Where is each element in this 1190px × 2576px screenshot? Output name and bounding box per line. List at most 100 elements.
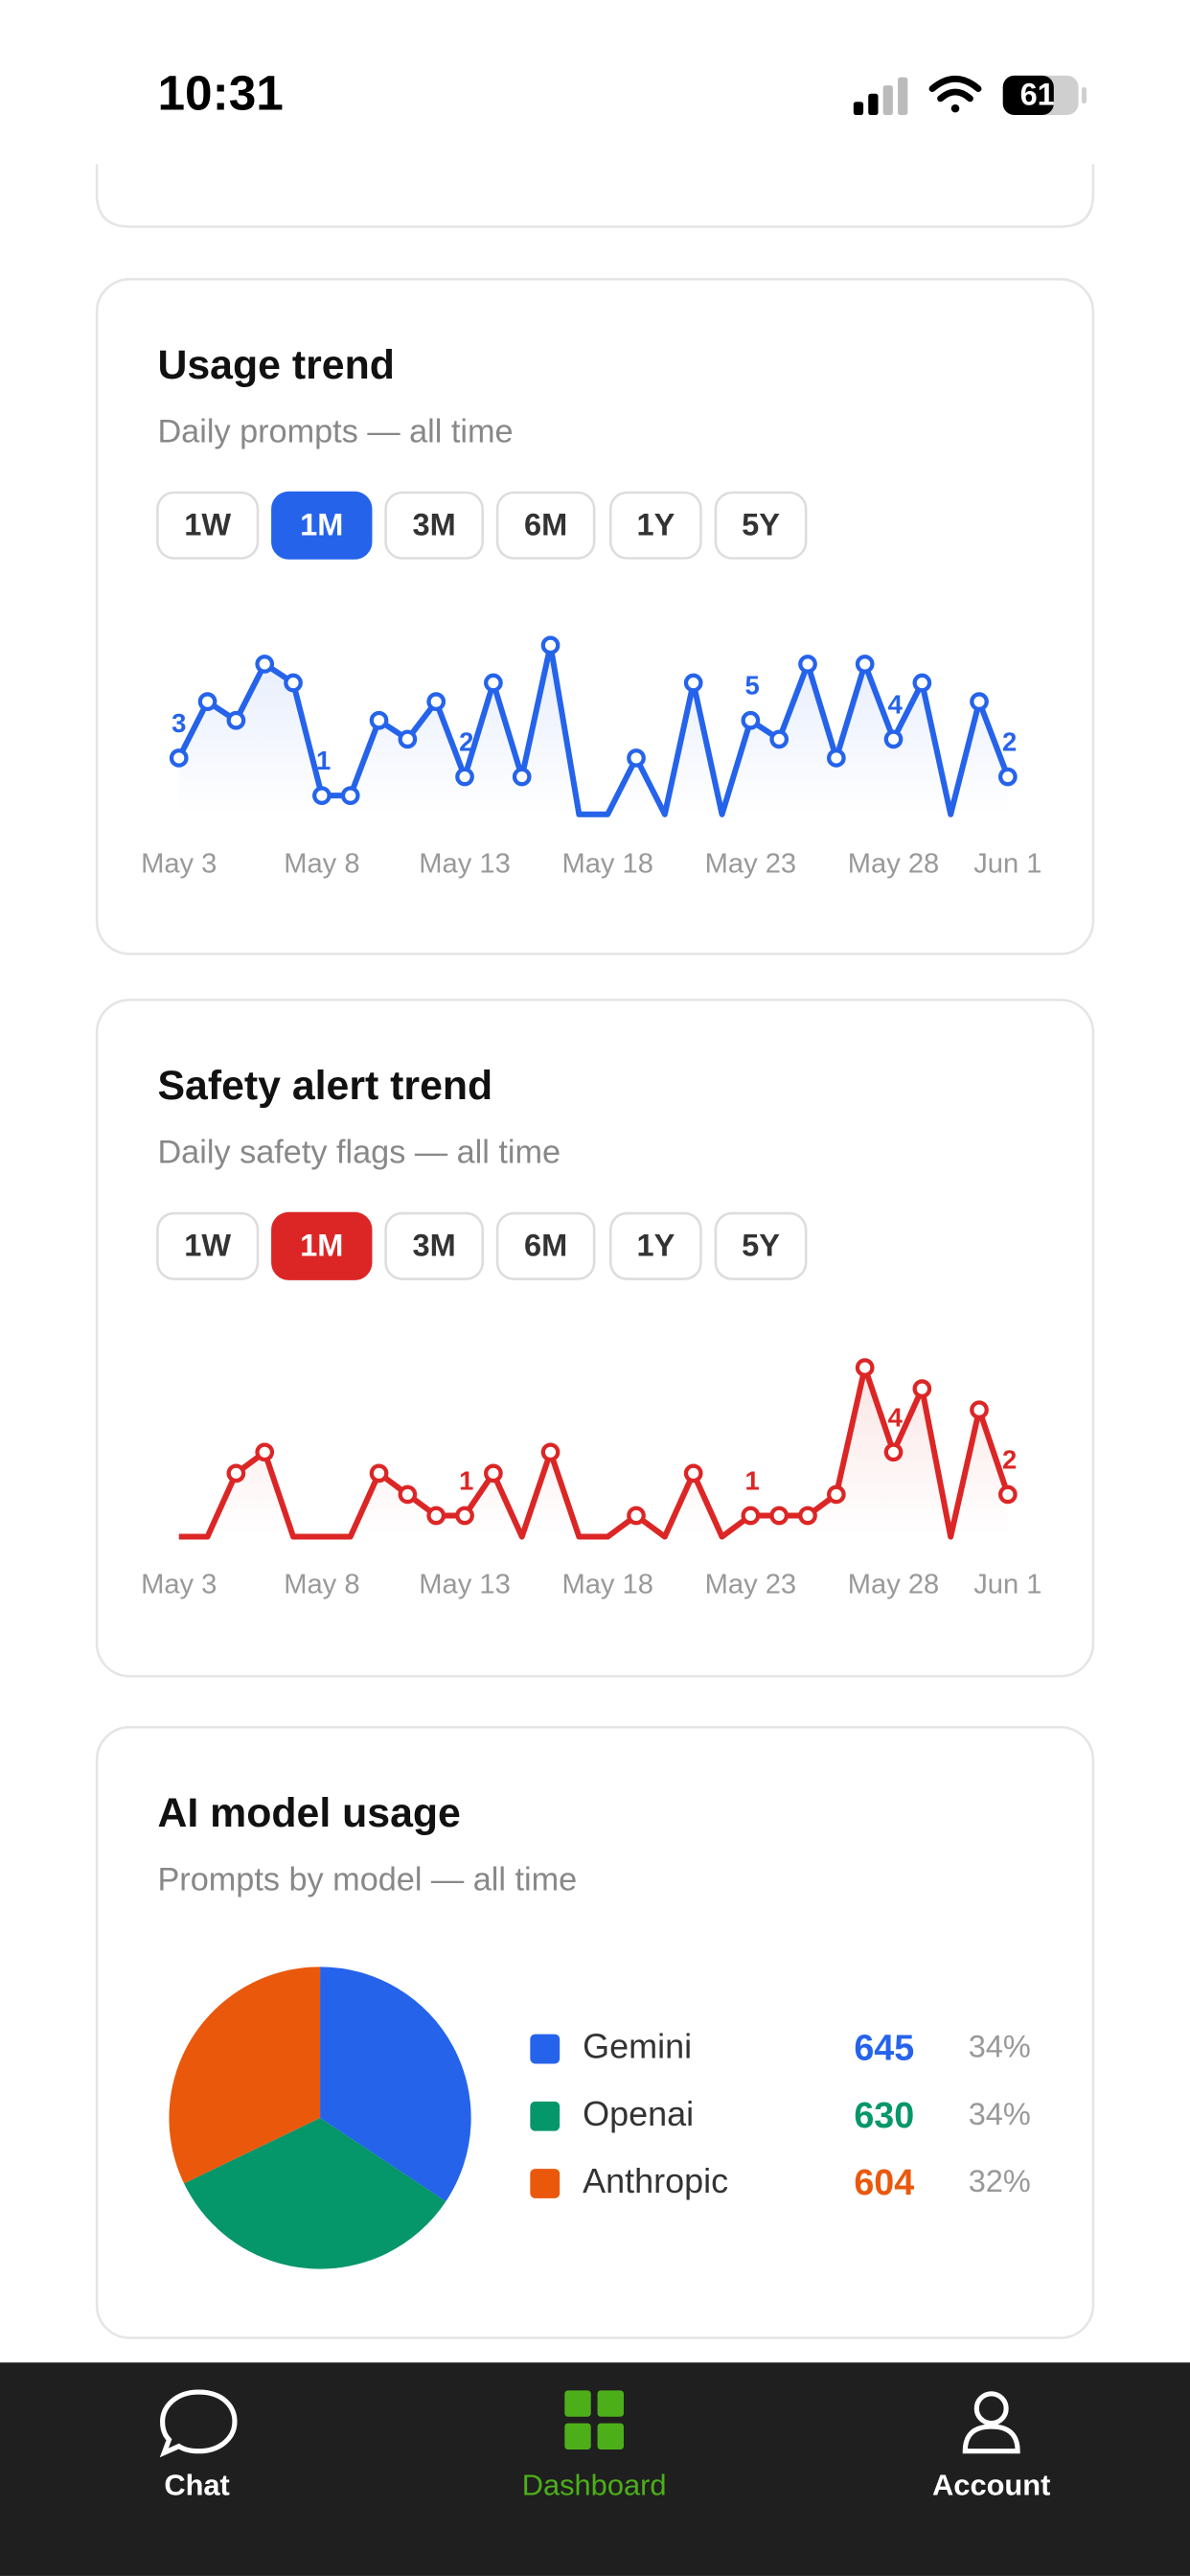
point	[398, 1484, 418, 1505]
legend-label: Anthropic	[583, 2161, 728, 2200]
range-button[interactable]: 5Y	[714, 1211, 808, 1280]
point	[741, 1506, 761, 1526]
point	[484, 673, 503, 693]
point	[883, 729, 904, 749]
range-button[interactable]: 6M	[495, 1211, 596, 1280]
point	[627, 748, 646, 768]
nav-label[interactable]: Dashboard	[522, 2469, 667, 2502]
card-title: Usage trend	[157, 342, 394, 388]
range-button[interactable]: 1W	[156, 491, 260, 560]
line	[176, 642, 1011, 817]
legend-swatch	[530, 2101, 561, 2131]
point	[369, 1463, 389, 1484]
legend-percent: 34%	[969, 2097, 1031, 2131]
range-button-bg	[271, 491, 373, 560]
point	[340, 786, 360, 806]
range-button-label: 1M	[300, 508, 343, 542]
range-button[interactable]: 1Y	[608, 1211, 702, 1280]
card-title: AI model usage	[157, 1790, 460, 1836]
range-button[interactable]: 5Y	[714, 491, 808, 560]
legend-value: 645	[854, 2028, 914, 2068]
point	[426, 1506, 446, 1526]
range-button-bg	[271, 1211, 373, 1280]
range-button-label: 1W	[184, 508, 231, 542]
point	[827, 748, 846, 768]
point	[997, 1484, 1018, 1505]
range-button[interactable]: 1W	[156, 1211, 260, 1280]
range-button-bg	[608, 1211, 702, 1280]
range-button[interactable]: 1M	[271, 1211, 373, 1280]
point	[226, 1463, 246, 1484]
point	[627, 1506, 646, 1526]
chat-icon	[159, 2389, 238, 2458]
value-label: 2	[1002, 1444, 1017, 1474]
range-button[interactable]: 6M	[495, 491, 596, 560]
range-button-bg	[495, 1211, 596, 1280]
x-tick-label: May 28	[848, 849, 939, 880]
value-label: 4	[888, 689, 904, 719]
dashboard-icon	[564, 2390, 624, 2450]
x-tick-label: May 18	[561, 1570, 652, 1600]
signal-icon	[853, 77, 908, 115]
point	[769, 1506, 790, 1526]
range-button[interactable]: 3M	[384, 491, 484, 560]
card-subtitle: Prompts by model — all time	[157, 1861, 577, 1898]
range-button-bg	[714, 491, 808, 560]
battery-icon: 61	[1002, 75, 1087, 115]
value-label: 1	[316, 746, 331, 775]
point	[484, 1463, 503, 1484]
point	[912, 1379, 932, 1398]
card-subtitle: Daily prompts — all time	[157, 413, 513, 449]
point	[284, 673, 303, 693]
x-tick-label: May 8	[284, 1570, 359, 1600]
range-button[interactable]: 1Y	[608, 491, 702, 560]
point	[226, 710, 246, 730]
range-button-label: 1W	[184, 1229, 231, 1263]
legend-value: 604	[854, 2162, 914, 2202]
point	[197, 692, 217, 711]
point	[398, 729, 418, 749]
pie-slice	[320, 1966, 471, 2202]
value-label: 3	[172, 708, 186, 738]
point	[683, 673, 703, 693]
range-button-label: 3M	[413, 1229, 456, 1263]
range-button[interactable]: 1M	[271, 491, 373, 560]
point	[970, 692, 989, 711]
card-title: Safety alert trend	[157, 1063, 492, 1109]
pie-slice	[184, 2117, 446, 2269]
x-tick-label: May 8	[284, 849, 359, 880]
legend-percent: 34%	[969, 2030, 1031, 2064]
point	[255, 655, 275, 674]
nav-label[interactable]: Chat	[164, 2469, 230, 2502]
point	[540, 635, 561, 656]
value-label: 1	[744, 1465, 759, 1495]
range-button-label: 5Y	[742, 1229, 780, 1263]
point	[683, 1463, 703, 1484]
status-time: 10:31	[157, 65, 283, 121]
x-tick-label: May 23	[705, 849, 796, 880]
range-button-label: 6M	[524, 1229, 567, 1263]
line	[178, 1365, 1011, 1540]
x-tick-label: May 13	[419, 1570, 510, 1600]
point	[997, 767, 1018, 787]
range-button-label: 1M	[300, 1229, 343, 1263]
range-button[interactable]: 3M	[384, 1211, 484, 1280]
nav-bar	[0, 2362, 1190, 2576]
range-button-label: 1Y	[636, 1229, 675, 1263]
range-button-bg	[156, 1211, 260, 1280]
point	[426, 692, 446, 711]
point	[540, 1442, 561, 1462]
point	[369, 710, 389, 730]
legend-label: Gemini	[583, 2027, 692, 2066]
point	[970, 1400, 989, 1420]
x-tick-label: Jun 1	[973, 849, 1041, 880]
point	[883, 1442, 904, 1462]
range-button-bg	[608, 491, 702, 560]
x-tick-label: May 23	[705, 1570, 796, 1600]
point	[741, 710, 761, 730]
nav-label[interactable]: Account	[932, 2469, 1050, 2502]
range-button-label: 1Y	[636, 508, 675, 542]
value-label: 4	[888, 1402, 904, 1432]
